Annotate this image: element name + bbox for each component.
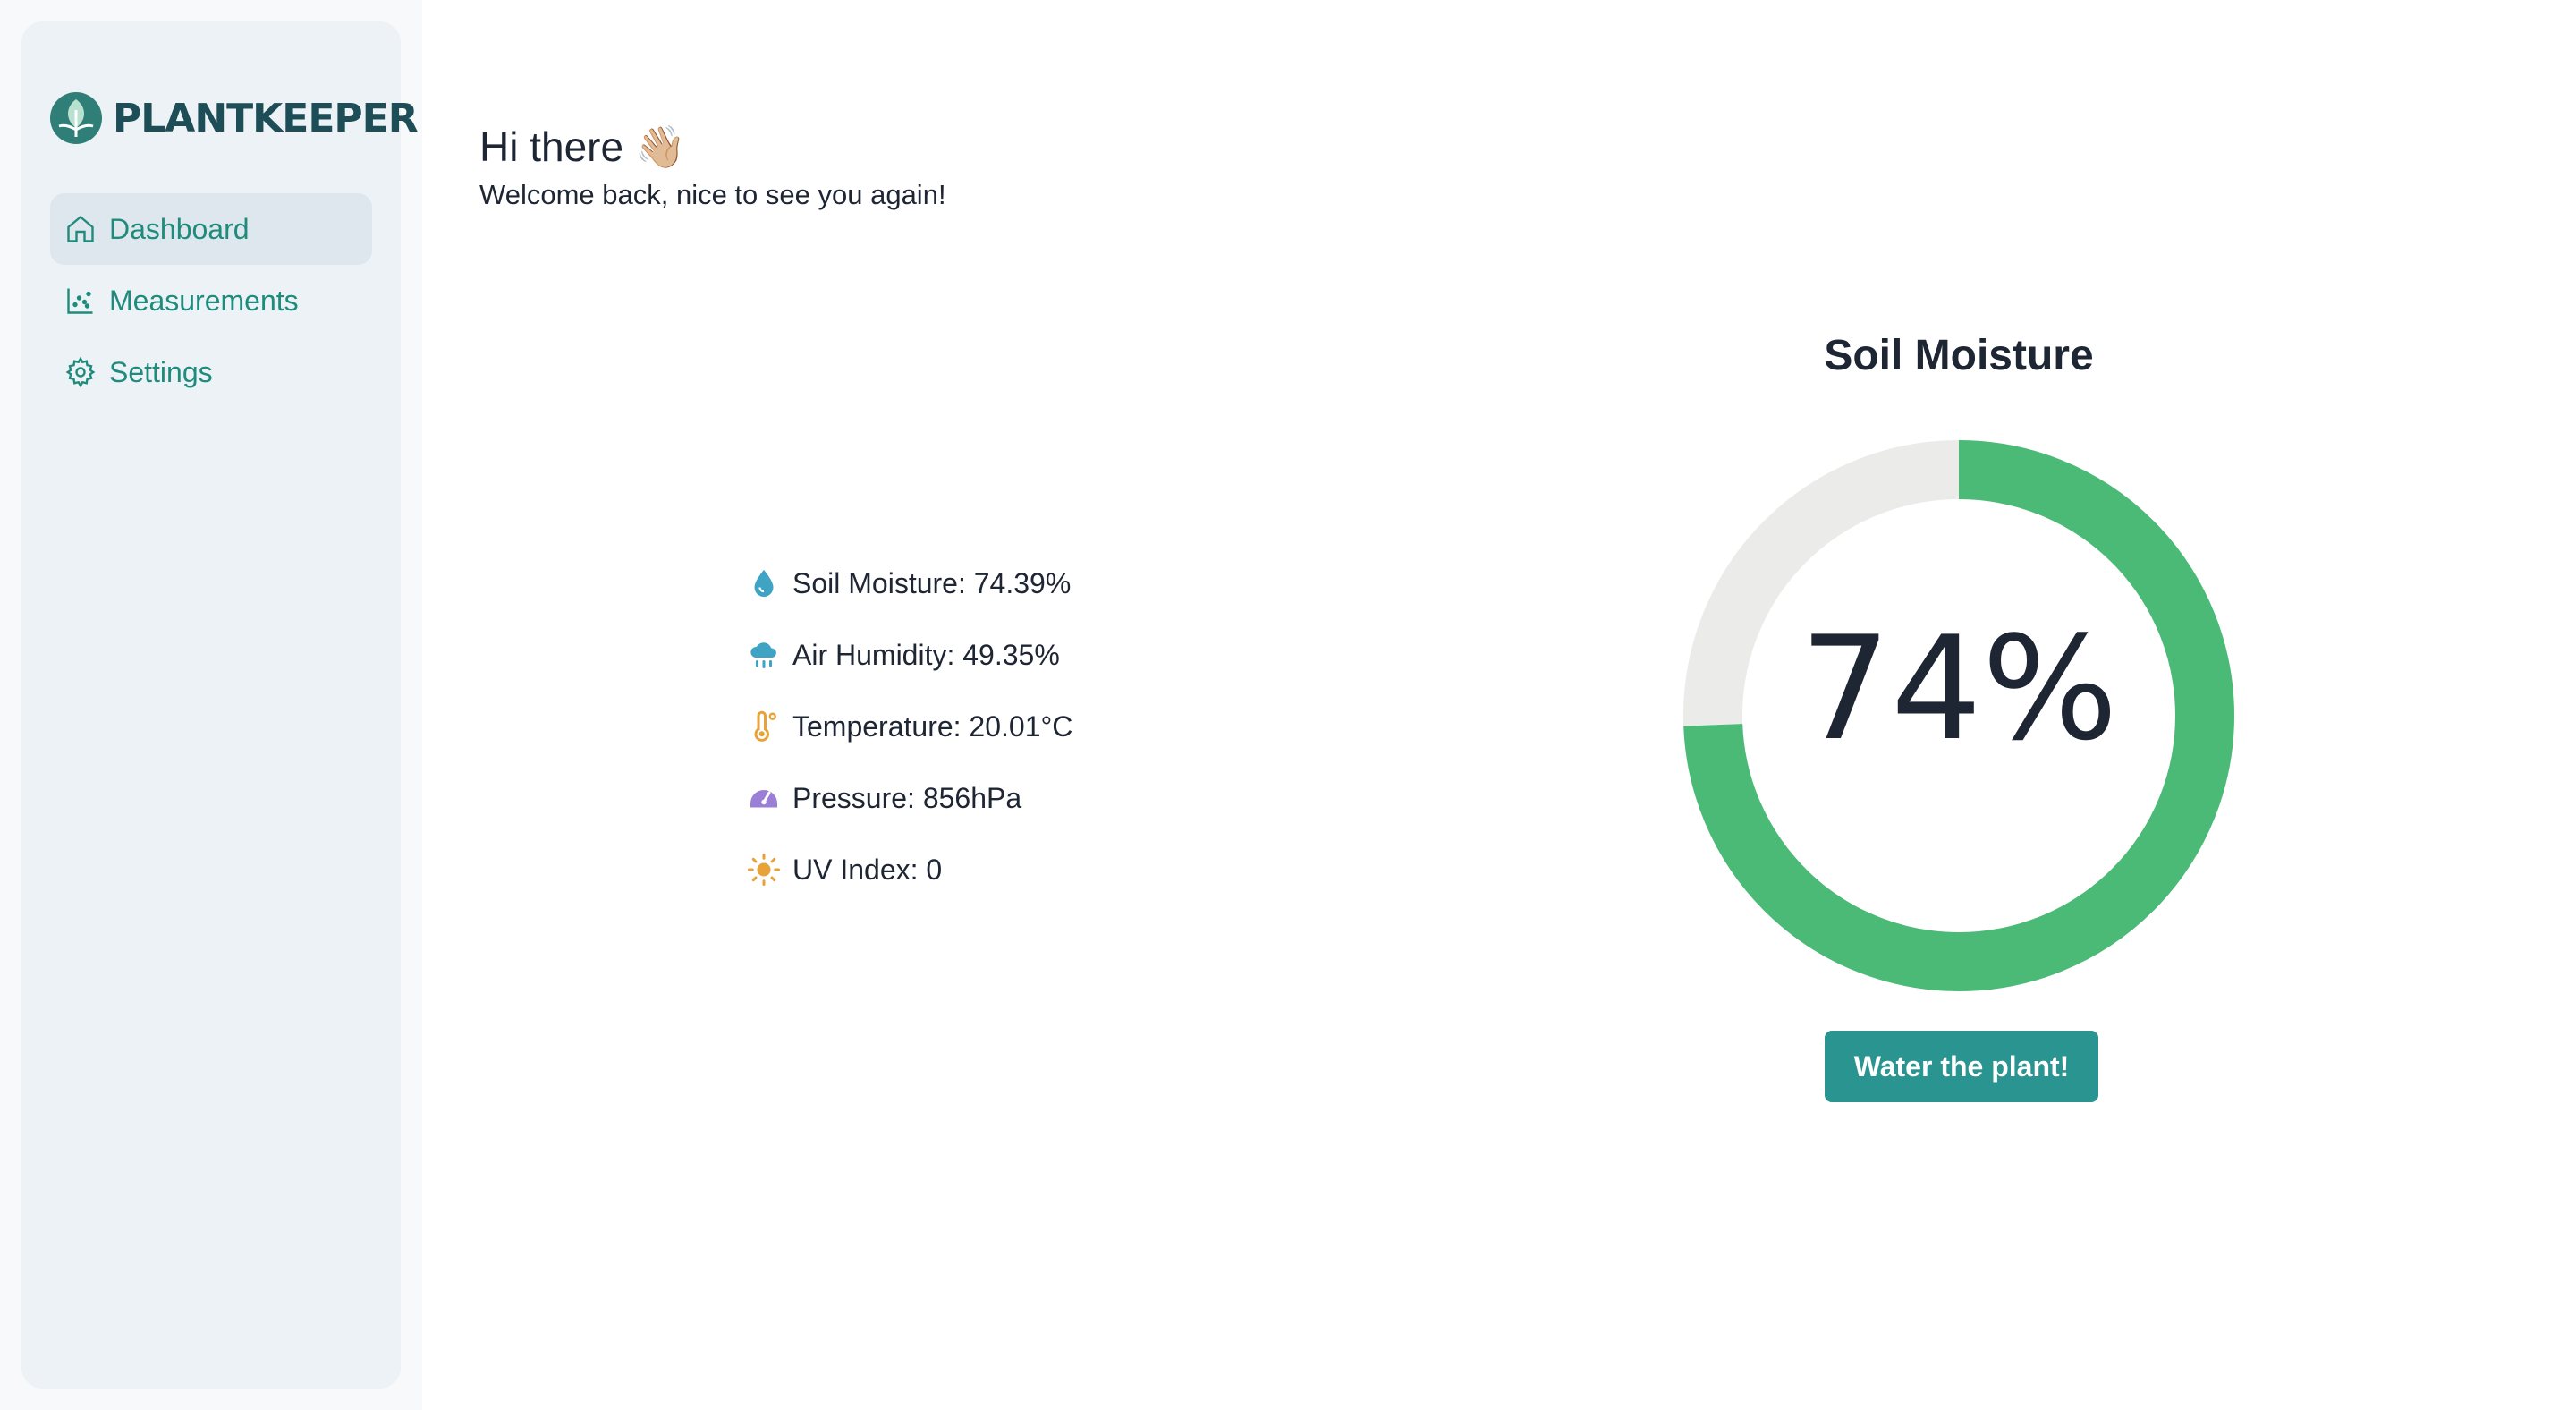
sidebar-item-measurements[interactable]: Measurements [50, 265, 372, 336]
sidebar-item-label: Settings [109, 355, 213, 388]
gauge-fill [1683, 440, 2234, 991]
list-item: Pressure: 856hPa [748, 762, 1072, 834]
metrics-list: Soil Moisture: 74.39% Air Humidity: 49.3… [748, 548, 1072, 905]
sidebar-nav: Dashboard Measurements Settings [50, 193, 372, 408]
scatter-chart-icon [67, 288, 93, 314]
soil-moisture-chart: Soil Moisture 74% [1682, 331, 2236, 991]
metric-label: Soil Moisture: 74.39% [792, 566, 1072, 599]
cloud-rain-icon [750, 642, 776, 668]
page-title: Hi there 👋🏼 [479, 123, 687, 170]
water-drop-icon [754, 570, 774, 597]
plant-logo-icon [50, 92, 102, 144]
logo[interactable]: PLANTKEEPER [48, 91, 419, 145]
water-plant-button[interactable]: Water the plant! [1825, 1031, 2098, 1102]
chart-title: Soil Moisture [1824, 332, 2094, 379]
metric-label: Air Humidity: 49.35% [792, 638, 1060, 671]
sidebar-item-label: Measurements [109, 284, 299, 317]
sun-icon [748, 854, 780, 886]
thermometer-icon [754, 710, 776, 742]
welcome-message: Welcome back, nice to see you again! [479, 179, 946, 210]
sidebar-item-settings[interactable]: Settings [50, 336, 372, 408]
sidebar-item-dashboard[interactable]: Dashboard [50, 193, 372, 265]
home-icon [67, 215, 94, 242]
greeting: Hi there 👋🏼 Welcome back, nice to see yo… [479, 120, 946, 211]
gauge-value: 74% [1800, 605, 2118, 772]
list-item: Soil Moisture: 74.39% [748, 548, 1072, 619]
metric-label: Pressure: 856hPa [792, 781, 1022, 814]
gauge-icon [750, 790, 777, 808]
sidebar: PLANTKEEPER Dashboard Measurements [21, 21, 419, 1389]
list-item: Temperature: 20.01°C [748, 691, 1072, 762]
sidebar-container: PLANTKEEPER Dashboard Measurements [0, 0, 422, 1410]
app-name: PLANTKEEPER [113, 95, 419, 141]
list-item: Air Humidity: 49.35% [748, 619, 1072, 691]
list-item: UV Index: 0 [748, 834, 1072, 905]
moisture-gauge [1683, 440, 2234, 991]
sidebar-item-label: Dashboard [109, 212, 250, 245]
metric-label: Temperature: 20.01°C [792, 709, 1073, 743]
gear-icon [65, 356, 96, 388]
metric-label: UV Index: 0 [792, 853, 943, 886]
